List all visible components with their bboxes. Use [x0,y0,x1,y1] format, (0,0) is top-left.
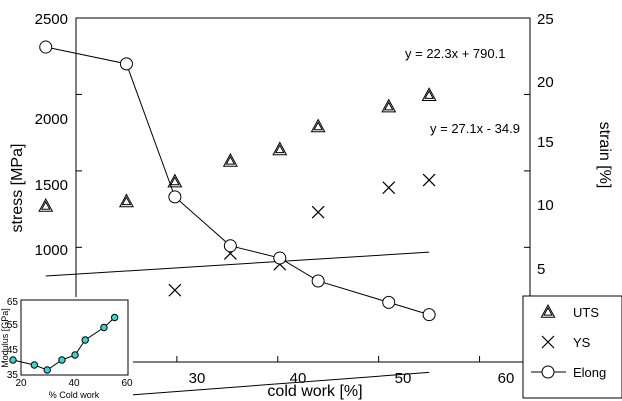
y2-tick-label: 20 [537,74,554,91]
legend-label-uts: UTS [573,305,599,320]
chart-marks [38,17,530,401]
inset-x-tick-label: 20 [15,378,27,389]
legend-marker-elong [541,365,555,379]
legend-marker-ys [541,335,555,349]
uts-point-inner [274,144,285,154]
plot-frame [75,17,531,363]
legend-marker-uts [540,303,556,318]
inset-y-tick-label: 65 [7,297,19,308]
y2-axis-title: strain [%] [596,122,613,189]
uts-point [118,193,134,208]
inset-y-tick-label: 35 [7,370,19,381]
uts-point [272,141,288,156]
inset-point [100,323,108,332]
inset-x-tick-label: 60 [121,378,133,389]
uts-point-inner [424,89,434,99]
y2-tick-label: 25 [537,11,554,28]
ys-fit-equation: y = 27.1x - 34.9 [430,121,520,136]
uts-point-inner [225,155,236,165]
uts-point [381,98,397,113]
elong-point [422,308,436,322]
uts-point [421,87,437,101]
uts-point-inner [383,101,394,111]
inset-x-axis-title: % Cold work [49,390,100,400]
elong-point [273,251,287,265]
inset-point [81,336,89,344]
inset-y-tick-label: 55 [7,320,19,331]
y2-tick-label: 15 [537,134,554,151]
y-tick-label: 2000 [35,111,68,128]
modulus-inset: 35 45 55 65 20 40 60 % Cold work Modulus… [0,297,133,401]
y-tick-label: 1000 [35,242,68,259]
inset-point [71,351,79,359]
x-tick-label: 50 [395,370,412,387]
elong-point [119,57,133,71]
inset-point [30,361,39,369]
inset-marks [9,313,119,374]
elong-line [45,46,430,316]
elong-point [39,40,53,54]
elong-point [223,239,237,253]
legend: UTS YS Elong [522,295,622,399]
inset-x-tick-label: 40 [68,378,80,389]
elong-point [168,190,182,204]
inset-plot-frame [20,299,129,376]
inset-point [9,356,17,364]
uts-point-inner [170,176,180,186]
inset-y-axis-title: Modulus [GPa] [0,308,10,368]
ys-point [311,205,325,219]
y-axis-title: stress [MPa] [9,144,26,233]
inset-y-tick-label: 45 [7,345,19,356]
inset-point [58,356,66,364]
ys-point [422,173,436,187]
y2-axis-ticks: 5 10 15 20 25 [537,11,554,278]
uts-point [38,198,54,212]
elong-point [311,274,325,288]
y-tick-label: 2500 [35,11,68,28]
uts-point-inner [121,196,132,206]
fit-line-uts [45,251,430,277]
uts-point-inner [313,121,323,131]
inset-point [110,313,119,322]
x-tick-label: 60 [498,370,515,387]
uts-point [222,152,238,167]
uts-point [167,173,183,188]
legend-marks [531,303,566,379]
x-axis-title: cold work [%] [267,383,362,400]
ys-point [168,283,182,297]
y-axis-ticks: 500 1000 1500 2000 2500 [35,11,68,324]
inset-point [43,366,51,374]
y-tick-label: 1500 [35,177,68,194]
uts-point-inner [40,200,51,210]
y2-tick-label: 10 [537,197,554,214]
legend-box [522,295,622,399]
legend-marker-uts-inner [543,306,553,316]
legend-label-elong: Elong [573,365,606,380]
elong-point [382,295,396,309]
legend-label-ys: YS [573,335,591,350]
ys-point [382,181,396,195]
y2-tick-label: 5 [537,261,545,278]
uts-fit-equation: y = 22.3x + 790.1 [405,46,505,61]
uts-point [310,118,326,133]
x-tick-label: 30 [189,370,206,387]
